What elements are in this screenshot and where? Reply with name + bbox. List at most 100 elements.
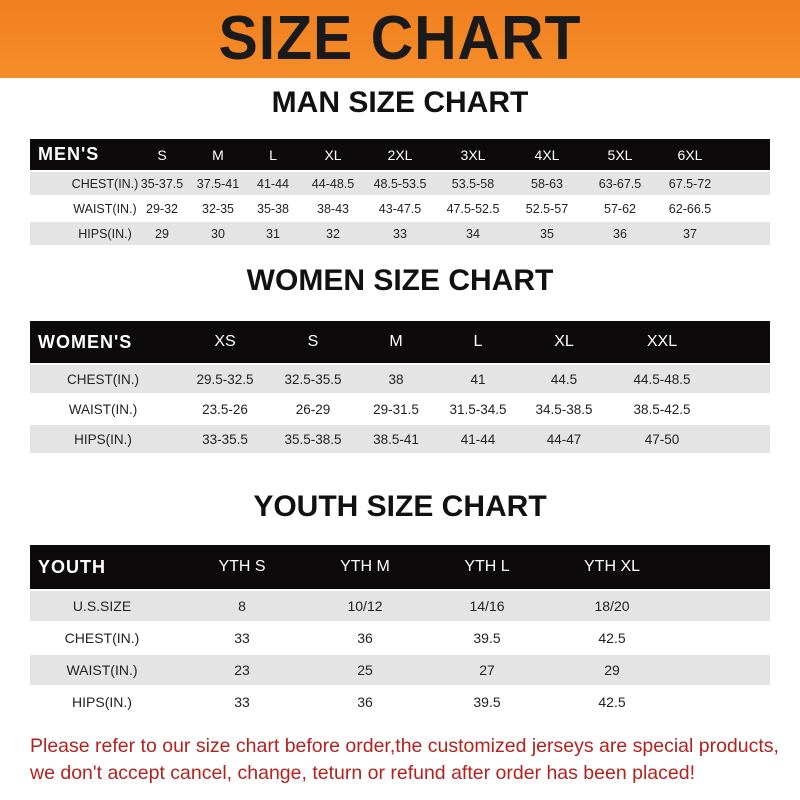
measurement-cell: 31.5-34.5 [449, 401, 507, 417]
measurement-cell: 36 [357, 630, 373, 646]
row-label: HIPS(IN.) [74, 431, 132, 447]
row-label: HIPS(IN.) [72, 694, 132, 710]
size-chart-banner: SIZE CHART [0, 0, 800, 78]
measurement-cell: 42.5 [598, 694, 626, 710]
size-header: M [212, 146, 224, 163]
measurement-cell: 35-37.5 [140, 176, 184, 191]
measurement-cell: 29.5-32.5 [196, 371, 254, 387]
header-label: MEN'S [38, 144, 100, 164]
measurement-cell: 32 [326, 226, 340, 241]
table-title: WOMEN SIZE CHART [246, 264, 554, 297]
size-header: 4XL [534, 146, 560, 163]
size-header: XL [554, 333, 574, 350]
measurement-cell: 23 [234, 662, 250, 678]
measurement-cell: 58-63 [531, 176, 563, 191]
measurement-cell: 14/16 [469, 598, 505, 614]
measurement-cell: 33 [234, 630, 250, 646]
size-header: XL [324, 146, 342, 163]
measurement-cell: 29-31.5 [373, 401, 419, 417]
measurement-cell: 33 [234, 694, 250, 710]
measurement-cell: 44-48.5 [311, 176, 355, 191]
banner-title: SIZE CHART [218, 4, 582, 73]
measurement-cell: 47.5-52.5 [446, 201, 500, 216]
table-row: WAIST(IN.) 23 25 27 29 [30, 655, 770, 685]
header-label: WOMEN'S [38, 331, 133, 352]
measurement-cell: 42.5 [598, 630, 626, 646]
measurement-cell: 32.5-35.5 [284, 371, 342, 387]
measurement-cell: 31 [266, 226, 280, 241]
measurement-cell: 30 [211, 226, 225, 241]
table-row: WAIST(IN.) 23.5-26 26-29 29-31.5 31.5-34.5 34… [30, 395, 770, 423]
measurement-cell: 67.5-72 [668, 176, 712, 191]
measurement-cell: 43-47.5 [378, 201, 422, 216]
table-row: CHEST(IN.) 33 36 39.5 42.5 [30, 623, 770, 653]
table-header-row: YOUTH YTH S YTH M YTH L YTH XL [30, 545, 770, 589]
measurement-cell: 38-43 [317, 201, 349, 216]
measurement-cell: 48.5-53.5 [373, 176, 427, 191]
measurement-cell: 35.5-38.5 [284, 431, 342, 447]
size-header: 2XL [387, 146, 413, 163]
measurement-cell: 41 [470, 371, 486, 387]
size-header: YTH XL [583, 558, 641, 575]
measurement-cell: 39.5 [473, 694, 501, 710]
row-label: WAIST(IN.) [68, 401, 138, 417]
size-header: L [473, 333, 483, 350]
size-header: S [307, 333, 319, 350]
measurement-cell: 33 [393, 226, 407, 241]
table-title: YOUTH SIZE CHART [253, 490, 547, 523]
measurement-cell: 29 [155, 226, 169, 241]
measurement-cell: 32-35 [202, 201, 234, 216]
measurement-cell: 35-38 [257, 201, 289, 216]
measurement-cell: 44.5-48.5 [633, 371, 691, 387]
measurement-cell: 39.5 [473, 630, 501, 646]
row-label: CHEST(IN.) [67, 371, 139, 387]
measurement-cell: 34 [466, 226, 480, 241]
size-header: YTH M [340, 558, 390, 575]
measurement-cell: 38.5-41 [373, 431, 419, 447]
size-header: XXL [646, 333, 678, 350]
measurement-cell: 27 [479, 662, 495, 678]
table-row: WAIST(IN.) 29-32 32-35 35-38 38-43 43-47.5 47.… [30, 197, 770, 220]
size-header: 6XL [677, 146, 703, 163]
measurement-cell: 29 [604, 662, 620, 678]
table-row: HIPS(IN.) 33-35.5 35.5-38.5 38.5-41 41-44 44-… [30, 425, 770, 453]
measurement-cell: 8 [238, 598, 246, 614]
measurement-cell: 33-35.5 [202, 431, 248, 447]
measurement-cell: 63-67.5 [598, 176, 642, 191]
row-label: HIPS(IN.) [78, 226, 132, 241]
table-row: U.S.SIZE 8 10/12 14/16 18/20 [30, 591, 770, 621]
measurement-cell: 29-32 [146, 201, 178, 216]
measurement-cell: 53.5-58 [451, 176, 495, 191]
row-label: U.S.SIZE [72, 598, 132, 614]
size-header: L [269, 146, 277, 163]
measurement-cell: 10/12 [347, 598, 383, 614]
size-header: YTH L [464, 558, 510, 575]
row-label: CHEST(IN.) [64, 630, 140, 646]
measurement-cell: 26-29 [295, 401, 331, 417]
measurement-cell: 57-62 [604, 201, 636, 216]
table-row: HIPS(IN.) 33 36 39.5 42.5 [30, 687, 770, 717]
size-header: M [389, 333, 403, 350]
measurement-cell: 44.5 [550, 371, 578, 387]
measurement-cell: 44-47 [546, 431, 582, 447]
size-header: XS [214, 333, 236, 350]
measurement-cell: 18/20 [594, 598, 630, 614]
measurement-cell: 36 [357, 694, 373, 710]
measurement-cell: 41-44 [460, 431, 496, 447]
measurement-cell: 37 [683, 226, 697, 241]
measurement-cell: 38.5-42.5 [633, 401, 691, 417]
size-header: YTH S [218, 558, 266, 575]
measurement-cell: 37.5-41 [196, 176, 240, 191]
row-label: WAIST(IN.) [66, 662, 138, 678]
size-header: 5XL [607, 146, 633, 163]
measurement-cell: 47-50 [644, 431, 680, 447]
measurement-cell: 23.5-26 [202, 401, 248, 417]
measurement-cell: 41-44 [257, 176, 289, 191]
order-notice: Please refer to our size chart before or… [30, 733, 790, 787]
measurement-cell: 35 [540, 226, 554, 241]
measurement-cell: 62-66.5 [668, 201, 712, 216]
measurement-cell: 25 [357, 662, 373, 678]
measurement-cell: 36 [613, 226, 627, 241]
measurement-cell: 38 [388, 371, 404, 387]
table-row: CHEST(IN.) 35-37.5 37.5-41 41-44 44-48.5 48.5… [30, 172, 770, 195]
